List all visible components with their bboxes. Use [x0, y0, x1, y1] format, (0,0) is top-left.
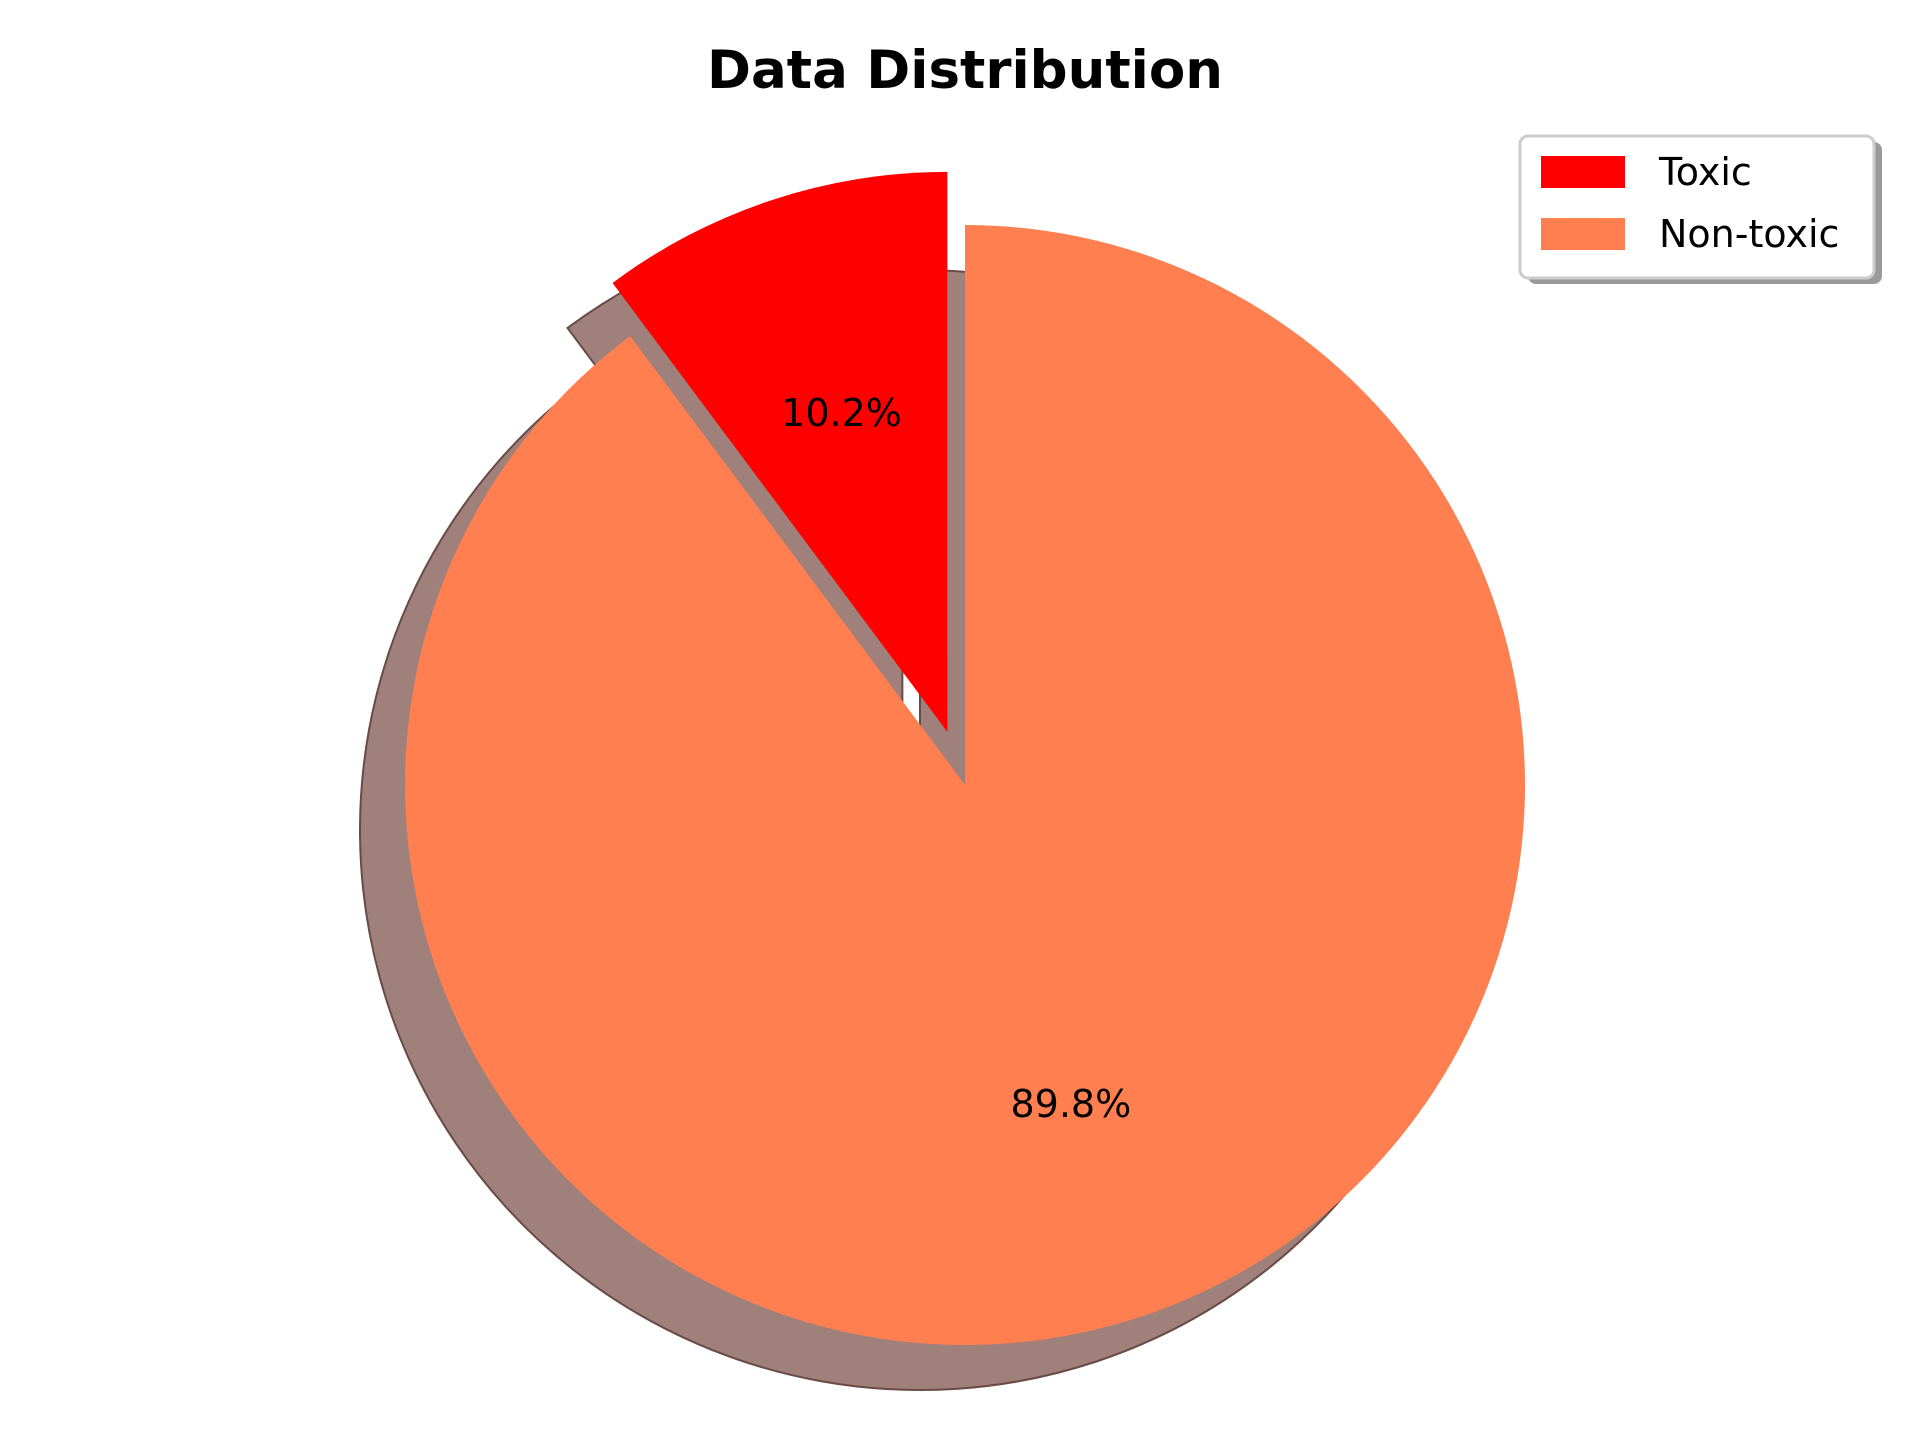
legend-swatch-non-toxic — [1541, 218, 1625, 250]
slice-non-toxic — [405, 225, 1526, 1345]
legend: Toxic Non-toxic — [1518, 134, 1882, 284]
legend-label-non-toxic: Non-toxic — [1659, 212, 1839, 256]
percent-label-toxic: 10.2% — [781, 391, 902, 435]
percent-label-non-toxic: 89.8% — [1010, 1082, 1131, 1126]
pie-slices — [405, 171, 1526, 1345]
legend-swatch-toxic — [1541, 156, 1625, 188]
legend-label-toxic: Toxic — [1658, 150, 1752, 194]
chart-title: Data Distribution — [707, 40, 1223, 101]
pie-percent-labels: 10.2% 89.8% — [781, 391, 1131, 1126]
slice-toxic — [612, 171, 948, 732]
